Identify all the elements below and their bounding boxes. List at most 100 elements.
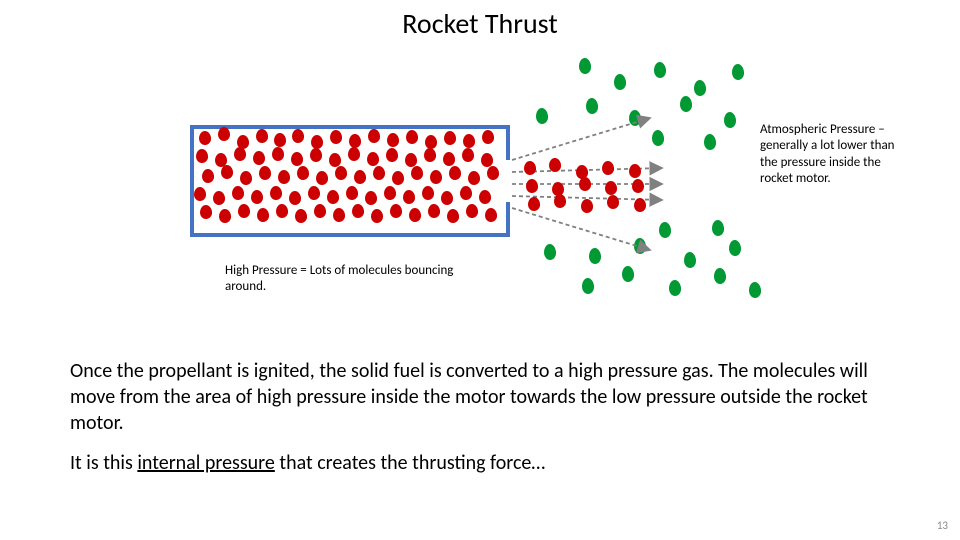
atmosphere-molecule	[634, 238, 647, 255]
inside-molecule	[316, 171, 329, 186]
atmosphere-molecule	[629, 110, 642, 127]
chamber-wall	[506, 202, 510, 237]
inside-molecule	[463, 134, 476, 149]
inside-molecule	[367, 152, 380, 167]
inside-molecule	[272, 147, 285, 162]
inside-molecule	[253, 151, 266, 166]
inside-molecule	[371, 209, 384, 224]
inside-molecule	[256, 129, 269, 144]
atmosphere-molecule	[654, 62, 667, 79]
inside-molecule	[270, 186, 283, 201]
atmosphere-molecule	[589, 248, 602, 265]
inside-molecule	[278, 170, 291, 185]
atmosphere-molecule	[680, 96, 693, 113]
inside-molecule	[199, 131, 212, 146]
inside-molecule	[218, 127, 231, 142]
inside-molecule	[403, 190, 416, 205]
inside-molecule	[354, 170, 367, 185]
exhaust-molecule	[607, 195, 620, 210]
exhaust-molecule	[528, 197, 541, 212]
atmosphere-molecule	[704, 134, 717, 151]
atmosphere-molecule	[622, 266, 635, 283]
atmosphere-molecule	[684, 252, 697, 269]
inside-molecule	[479, 190, 492, 205]
para2-pre: It is this	[70, 451, 137, 475]
exhaust-molecule	[634, 198, 647, 213]
inside-molecule	[234, 147, 247, 162]
inside-molecule	[386, 148, 399, 163]
atmosphere-molecule	[724, 112, 737, 129]
inside-molecule	[346, 186, 359, 201]
inside-molecule	[384, 186, 397, 201]
inside-molecule	[289, 191, 302, 206]
atmosphere-molecule	[614, 74, 627, 91]
inside-molecule	[428, 204, 441, 219]
inside-molecule	[447, 209, 460, 224]
inside-molecule	[443, 152, 456, 167]
inside-molecule	[314, 204, 327, 219]
atmosphere-molecule	[714, 268, 727, 285]
atmosphere-molecule	[729, 240, 742, 257]
high-pressure-label: High Pressure = Lots of molecules bounci…	[225, 263, 465, 296]
exhaust-molecule	[526, 179, 539, 194]
inside-molecule	[240, 171, 253, 186]
inside-molecule	[291, 152, 304, 167]
chamber-wall	[190, 125, 194, 237]
inside-molecule	[276, 204, 289, 219]
inside-molecule	[348, 147, 361, 162]
atmosphere-molecule	[652, 130, 665, 147]
inside-molecule	[390, 204, 403, 219]
exhaust-molecule	[554, 194, 567, 209]
atmosphere-molecule	[694, 80, 707, 97]
exhaust-molecule	[549, 158, 562, 173]
inside-molecule	[257, 208, 270, 223]
inside-molecule	[213, 191, 226, 206]
inside-molecule	[430, 170, 443, 185]
exhaust-molecule	[579, 177, 592, 192]
inside-molecule	[196, 149, 209, 164]
inside-molecule	[330, 130, 343, 145]
inside-molecule	[221, 165, 234, 180]
atmosphere-molecule	[544, 244, 557, 261]
atmosphere-molecule	[579, 58, 592, 75]
atmosphere-molecule	[712, 220, 725, 237]
atmosphere-molecule	[749, 282, 762, 299]
exhaust-molecule	[524, 161, 537, 176]
inside-molecule	[441, 191, 454, 206]
inside-molecule	[194, 187, 207, 202]
exhaust-molecule	[605, 181, 618, 196]
atmosphere-molecule	[586, 98, 599, 115]
inside-molecule	[468, 171, 481, 186]
atmosphere-molecule	[732, 64, 745, 81]
inside-molecule	[424, 148, 437, 163]
para2-underlined: internal pressure	[137, 451, 275, 475]
inside-molecule	[460, 186, 473, 201]
chamber-wall	[190, 233, 510, 237]
atmosphere-molecule	[582, 278, 595, 295]
inside-molecule	[352, 204, 365, 219]
page-title: Rocket Thrust	[0, 6, 960, 41]
body-paragraph-1: Once the propellant is ignited, the soli…	[70, 358, 900, 436]
page-number: 13	[937, 519, 948, 532]
inside-molecule	[373, 166, 386, 181]
para2-post: that creates the thrusting force…	[275, 451, 545, 475]
inside-molecule	[200, 205, 213, 220]
inside-molecule	[259, 166, 272, 181]
inside-molecule	[333, 208, 346, 223]
chamber-wall	[506, 125, 510, 160]
atmosphere-molecule	[536, 108, 549, 125]
inside-molecule	[422, 186, 435, 201]
inside-molecule	[297, 166, 310, 181]
exhaust-molecule	[602, 161, 615, 176]
inside-molecule	[310, 148, 323, 163]
inside-molecule	[466, 204, 479, 219]
inside-molecule	[462, 148, 475, 163]
inside-molecule	[274, 133, 287, 148]
inside-molecule	[444, 131, 457, 146]
inside-molecule	[485, 208, 498, 223]
inside-molecule	[295, 209, 308, 224]
atmosphere-molecule	[659, 222, 672, 239]
exhaust-molecule	[629, 164, 642, 179]
exhaust-molecule	[581, 199, 594, 214]
inside-molecule	[487, 166, 500, 181]
